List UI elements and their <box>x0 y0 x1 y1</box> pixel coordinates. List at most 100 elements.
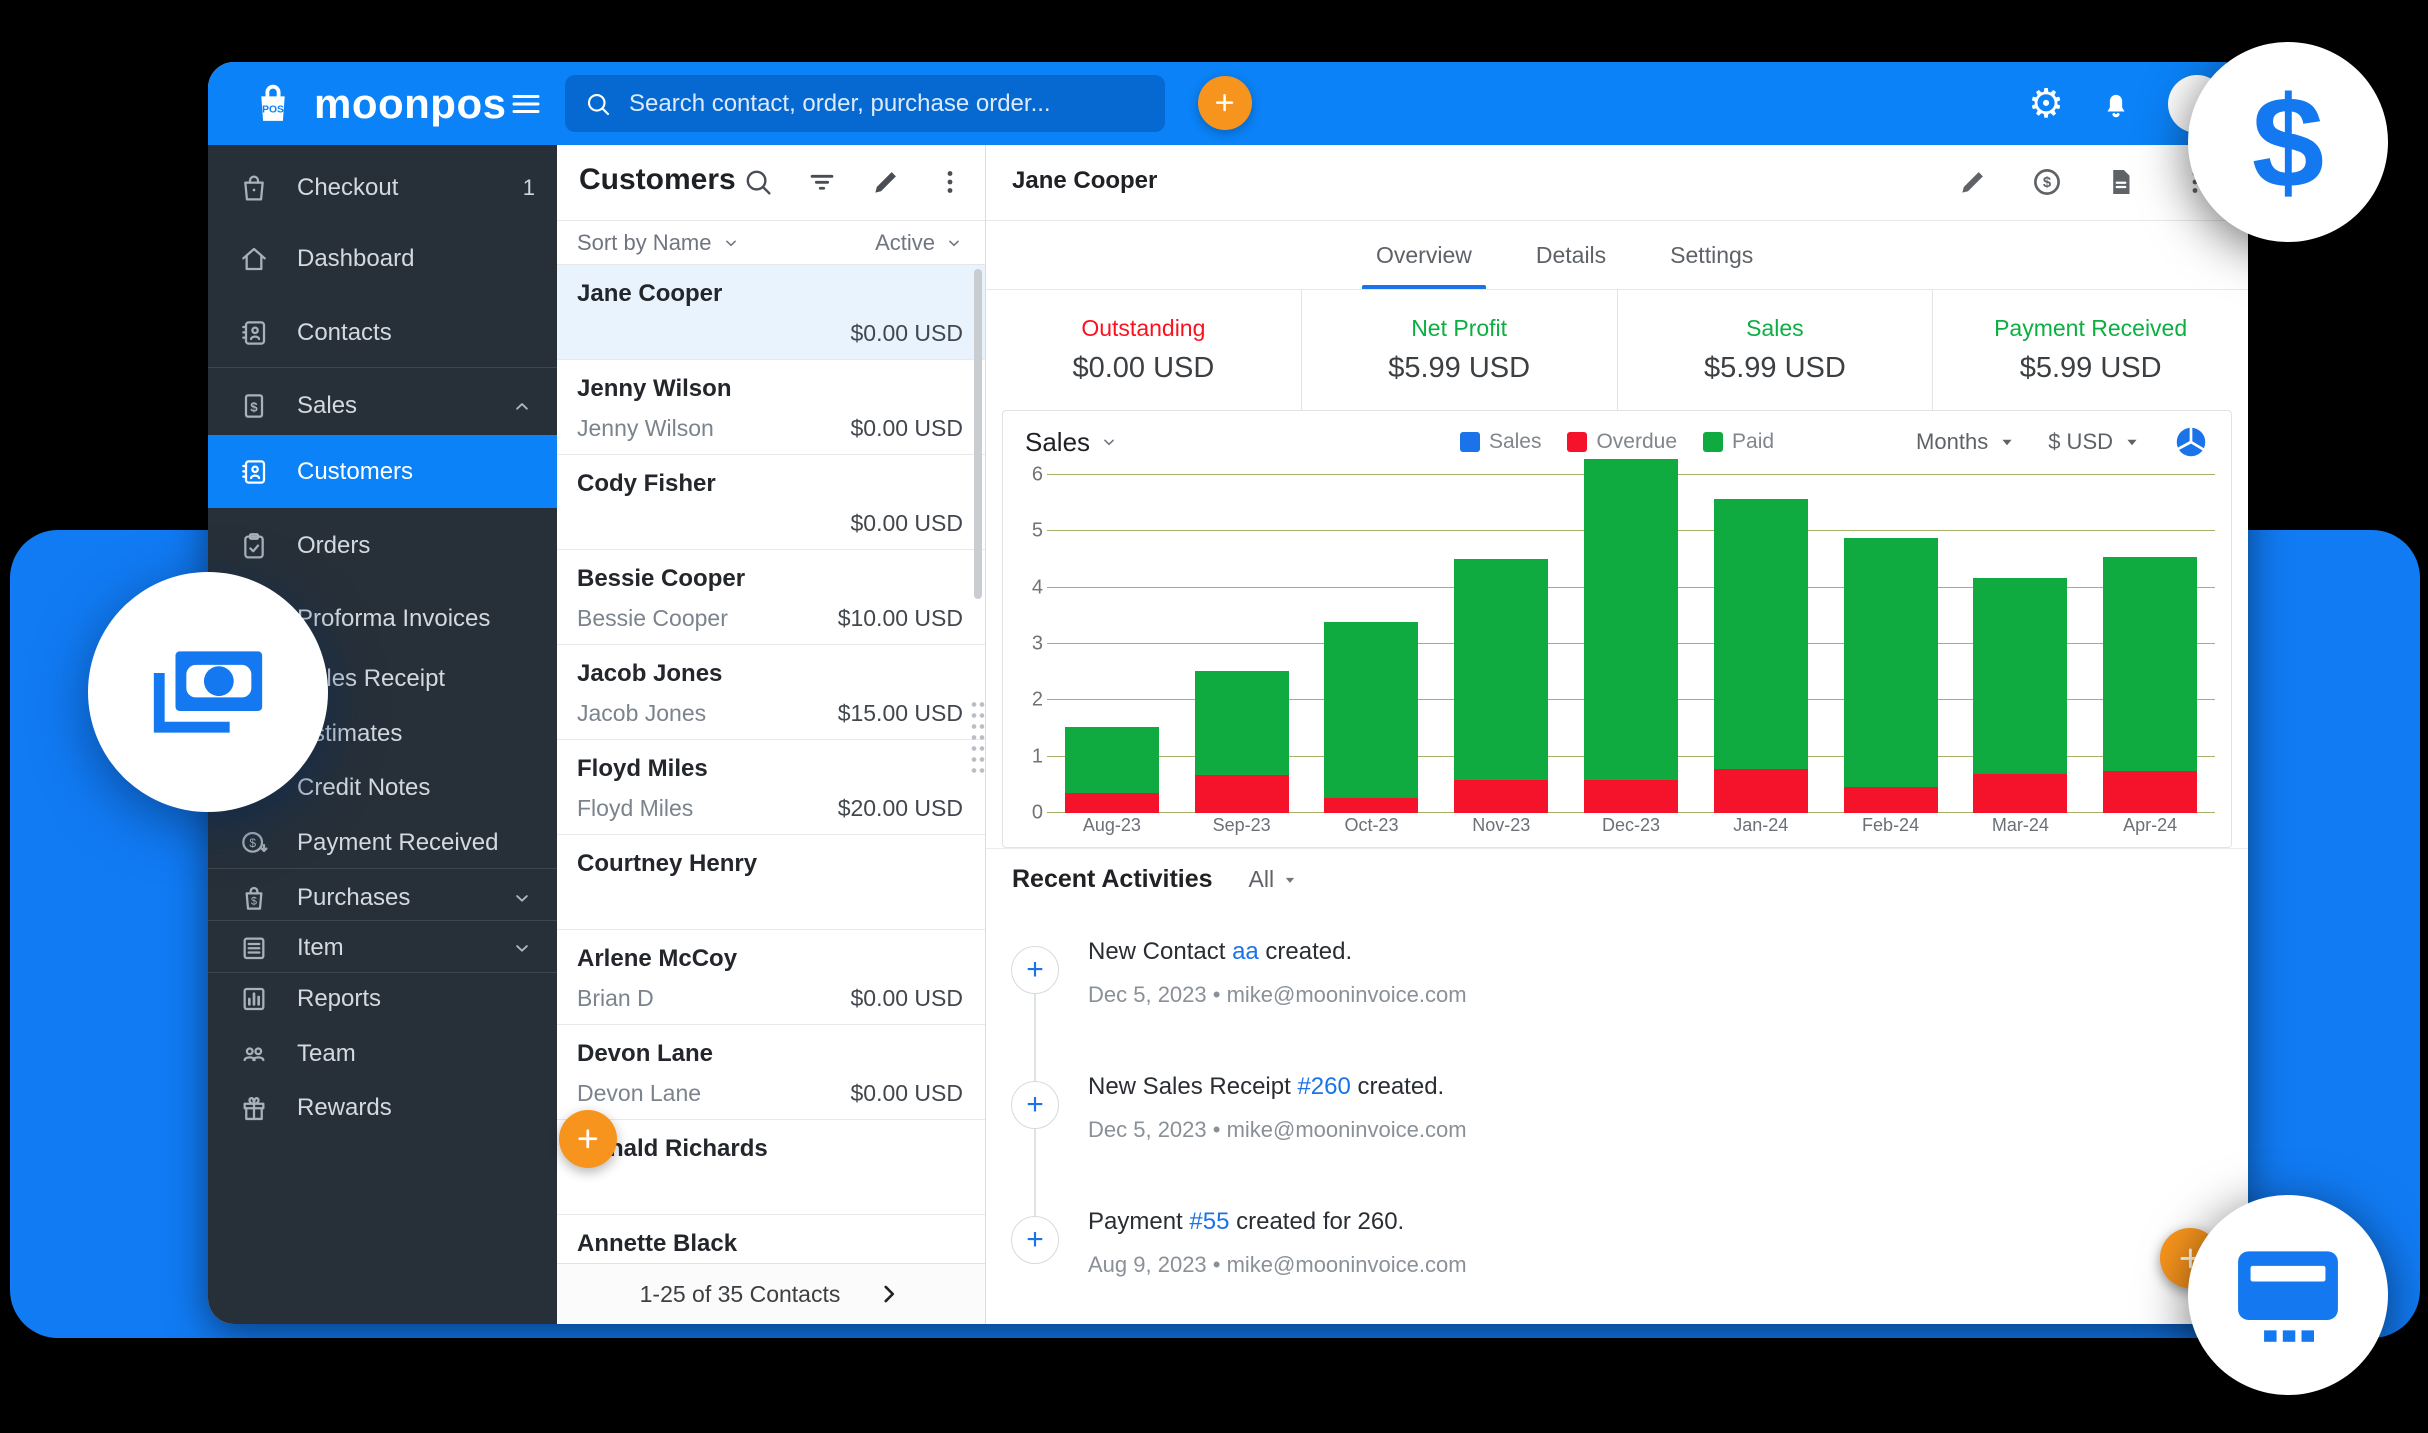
edit-pencil-icon[interactable] <box>869 165 903 199</box>
bar-group[interactable] <box>1826 475 1956 813</box>
bar-group[interactable] <box>1436 475 1566 813</box>
pagination-range-label: 1-25 of 35 Contacts <box>639 1280 841 1307</box>
sidebar-item-team[interactable]: Team <box>208 1017 557 1090</box>
stat-label: Sales <box>1746 315 1804 341</box>
sidebar-item-customers[interactable]: Customers <box>208 435 557 508</box>
customer-row[interactable]: Cody Fisher $0.00 USD <box>557 455 985 550</box>
activity-add-icon[interactable]: + <box>1011 946 1059 994</box>
stat-label: Outstanding <box>1081 315 1206 341</box>
customer-row[interactable]: Courtney Henry <box>557 835 985 930</box>
sidebar-item-label: Payment Received <box>297 828 499 856</box>
sidebar-item-reports[interactable]: Reports <box>208 962 557 1035</box>
customers-list-panel: Customers Sort by Name Active Jan <box>557 145 986 1324</box>
kebab-menu-icon[interactable] <box>933 165 967 199</box>
chevron-down-icon <box>943 232 965 254</box>
panel-resize-handle[interactable] <box>970 699 988 775</box>
credit-card-icon <box>2236 1245 2340 1345</box>
x-axis-tick-label: Dec-23 <box>1602 815 1661 835</box>
customer-name: Floyd Miles <box>577 755 708 782</box>
chevron-down-icon <box>2121 431 2143 453</box>
sidebar-item-orders[interactable]: Orders <box>208 509 557 582</box>
activity-link[interactable]: #55 <box>1189 1208 1230 1235</box>
edit-pencil-icon[interactable] <box>1956 165 1990 199</box>
bar-group[interactable] <box>1047 475 1177 813</box>
brand-logo[interactable]: POS moonpos <box>246 62 506 145</box>
sidebar-item-label: Sales <box>297 391 358 419</box>
activity-text-part: New Contact <box>1088 938 1233 965</box>
customer-row[interactable]: Jenny Wilson Jenny Wilson $0.00 USD <box>557 360 985 455</box>
bar-group[interactable] <box>2085 475 2215 813</box>
search-input[interactable] <box>627 88 1147 119</box>
global-search[interactable] <box>565 75 1165 132</box>
svg-text:$: $ <box>249 836 256 850</box>
customer-row[interactable]: Devon Lane Devon Lane $0.00 USD <box>557 1025 985 1120</box>
dollar-circle-icon[interactable]: $ <box>2030 165 2064 199</box>
pos-bag-icon: POS <box>246 77 300 131</box>
bar-group[interactable] <box>1177 475 1307 813</box>
paid-bar-segment <box>1454 558 1549 781</box>
sort-by-dropdown[interactable]: Sort by Name <box>577 230 742 256</box>
y-axis-tick-label: 5 <box>1031 519 1043 542</box>
notifications-bell-icon[interactable] <box>2098 86 2134 122</box>
svg-text:$: $ <box>250 399 258 414</box>
svg-text:$: $ <box>251 895 257 907</box>
bar-group[interactable] <box>1566 459 1696 813</box>
sidebar-item-payment-received[interactable]: $ Payment Received <box>208 806 557 879</box>
stat-sales: Sales $5.99 USD <box>1618 290 1934 410</box>
activities-filter-dropdown[interactable]: All <box>1249 866 1301 893</box>
customer-subtitle: Devon Lane <box>577 1080 702 1106</box>
filter-icon[interactable] <box>805 165 839 199</box>
tab-details[interactable]: Details <box>1535 241 1607 268</box>
chart-controls: Months $ USD <box>1916 424 2209 460</box>
sidebar-item-rewards[interactable]: Rewards <box>208 1071 557 1144</box>
tab-overview[interactable]: Overview <box>1362 221 1486 289</box>
status-filter-dropdown[interactable]: Active <box>875 230 965 256</box>
bar-group[interactable] <box>1696 475 1826 813</box>
activity-link[interactable]: #260 <box>1297 1073 1351 1100</box>
stat-value: $5.99 USD <box>1703 352 1846 384</box>
sidebar-item-checkout[interactable]: Checkout 1 <box>208 151 557 224</box>
sidebar-item-purchases[interactable]: $ Purchases <box>208 861 557 934</box>
activity-item: + Payment #55 created for 260. Aug 9, 2023… <box>986 1208 2248 1324</box>
top-bar: POS moonpos ⚙ <box>208 62 2248 145</box>
customer-subtitle: Floyd Miles <box>577 795 694 821</box>
settings-gear-icon[interactable]: ⚙ <box>2028 81 2064 126</box>
customer-name: Arlene McCoy <box>577 945 738 972</box>
sidebar-item-item[interactable]: Item <box>208 911 557 984</box>
currency-dropdown[interactable]: $ USD <box>2048 429 2143 455</box>
tab-settings[interactable]: Settings <box>1670 241 1754 268</box>
bar-group[interactable] <box>1307 475 1437 813</box>
hamburger-menu-icon[interactable] <box>508 86 544 122</box>
activity-item: + New Sales Receipt #260 created. Dec 5, 2… <box>986 1073 2248 1208</box>
pie-chart-toggle-icon[interactable] <box>2173 424 2209 460</box>
customer-row[interactable]: Annette Black <box>557 1215 985 1263</box>
customer-row[interactable]: Jane Cooper $0.00 USD <box>557 265 985 360</box>
people-icon <box>238 1038 270 1070</box>
chevron-right-icon[interactable] <box>876 1281 902 1307</box>
chevron-down-icon <box>1098 431 1120 453</box>
quick-add-button[interactable] <box>1198 76 1252 130</box>
customer-row[interactable]: Floyd Miles Floyd Miles $20.00 USD <box>557 740 985 835</box>
customer-amount: $0.00 USD <box>850 1080 963 1106</box>
search-icon[interactable] <box>741 165 775 199</box>
paid-bar-segment <box>1973 577 2068 775</box>
customer-subtitle: Jenny Wilson <box>577 415 714 441</box>
activity-link[interactable]: aa <box>1232 938 1259 965</box>
customer-row[interactable]: Bessie Cooper Bessie Cooper $10.00 USD <box>557 550 985 645</box>
period-dropdown[interactable]: Months <box>1916 429 2018 455</box>
sidebar-item-contacts[interactable]: Contacts <box>208 296 557 369</box>
customer-row[interactable]: Ronald Richards <box>557 1120 985 1215</box>
sidebar-item-sales[interactable]: $ Sales <box>208 369 557 442</box>
customer-row[interactable]: Arlene McCoy Brian D $0.00 USD <box>557 930 985 1025</box>
document-icon[interactable] <box>2104 165 2138 199</box>
activity-add-icon[interactable]: + <box>1011 1081 1059 1129</box>
customer-row[interactable]: Jacob Jones Jacob Jones $15.00 USD <box>557 645 985 740</box>
list-scrollbar[interactable] <box>974 269 982 599</box>
chart-metric-dropdown[interactable]: Sales <box>1025 427 1120 458</box>
sidebar-item-dashboard[interactable]: Dashboard <box>208 222 557 295</box>
add-customer-button[interactable] <box>559 1110 617 1168</box>
activity-add-icon[interactable]: + <box>1011 1216 1059 1264</box>
stat-net-profit: Net Profit $5.99 USD <box>1302 290 1618 410</box>
bar-group[interactable] <box>1955 475 2085 813</box>
